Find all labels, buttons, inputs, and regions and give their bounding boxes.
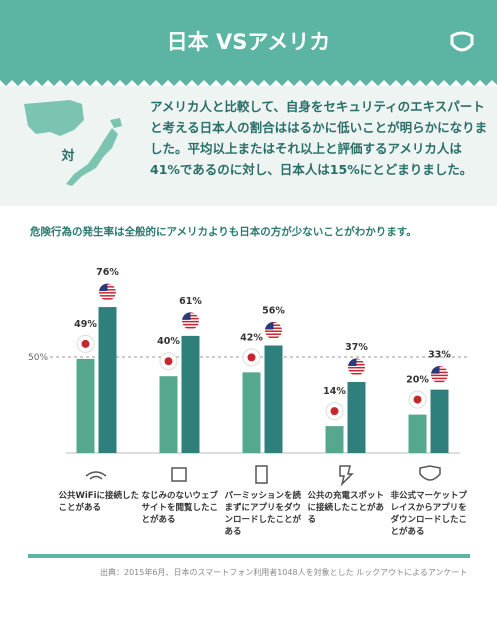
phone-icon: [255, 465, 268, 484]
source-note: 出典：2015年6月、日本のスマートフォン利用者1048人を対象とした ルックア…: [100, 568, 468, 577]
value-label: 40%: [157, 336, 180, 347]
value-label: 37%: [345, 342, 368, 353]
page-title: 日本 VSアメリカ: [166, 30, 331, 54]
japan-flag-dot: [81, 339, 90, 348]
japan-flag-dot: [164, 357, 173, 366]
us-flag-canton: [99, 283, 108, 292]
intro-band: [0, 86, 497, 206]
bar: [325, 426, 344, 453]
bar: [408, 414, 427, 453]
japan-flag-dot: [330, 407, 339, 416]
intro-text: アメリカ人と比較して、自身をセキュリティのエキスパートと考える日本人の割合ははる…: [150, 99, 488, 177]
usa-map: [24, 100, 84, 136]
value-label: 20%: [406, 375, 429, 386]
value-label: 49%: [74, 319, 97, 330]
us-flag: [348, 358, 365, 376]
us-flag: [99, 283, 116, 301]
us-flag-clip: [265, 321, 282, 339]
value-label: 14%: [323, 386, 346, 397]
us-flag-clip: [99, 283, 116, 301]
map-label: 対: [60, 148, 74, 164]
bar: [76, 358, 95, 453]
bar: [347, 381, 366, 453]
x-tick-label: 公共の充電スポットに接続したことがある: [307, 491, 385, 525]
value-label: 56%: [262, 305, 285, 316]
x-tick-label: なじみのないウェブサイトを閲覧したことがある: [141, 491, 219, 525]
us-flag: [265, 321, 282, 339]
bar: [181, 335, 200, 453]
us-flag-clip: [182, 312, 199, 330]
header-band: [0, 0, 497, 80]
us-flag-canton: [182, 312, 191, 320]
japan-flag-dot: [413, 395, 422, 404]
japan-map: [66, 128, 118, 186]
us-flag-canton: [431, 366, 440, 374]
bar: [430, 389, 449, 453]
x-tick-label: パーミッションを読まずにアプリをダウンロードしたことがある: [224, 491, 302, 537]
shield-x-icon: [419, 465, 441, 481]
browser-icon: [171, 467, 187, 482]
shield-icon: [450, 31, 474, 52]
bar: [98, 307, 117, 453]
bar: [159, 376, 178, 453]
bar: [242, 372, 261, 453]
bar: [264, 345, 283, 453]
us-flag-canton: [348, 358, 357, 366]
us-flag-clip: [431, 366, 448, 384]
us-flag-canton: [265, 321, 274, 330]
value-label: 61%: [179, 296, 202, 307]
x-tick-label: 非公式マーケットプレイスからアプリをダウンロードしたことがある: [390, 491, 468, 537]
us-flag-clip: [348, 358, 365, 376]
chart-title: 危険行為の発生率は全般的にアメリカよりも日本の方が少ないことがわかります。: [30, 226, 417, 238]
japan-flag-dot: [247, 353, 256, 362]
value-label: 33%: [428, 350, 451, 361]
wifi-icon: [85, 471, 107, 480]
charge-icon: [339, 465, 354, 487]
value-label: 76%: [96, 267, 119, 278]
japan-map: [110, 118, 122, 128]
value-label: 42%: [240, 332, 263, 343]
y-tick-label: 50%: [28, 353, 48, 363]
us-flag: [431, 366, 448, 384]
x-tick-label: 公共WiFiに接続したことがある: [58, 491, 140, 513]
us-flag: [182, 312, 199, 330]
header-zigzag: [0, 80, 497, 86]
